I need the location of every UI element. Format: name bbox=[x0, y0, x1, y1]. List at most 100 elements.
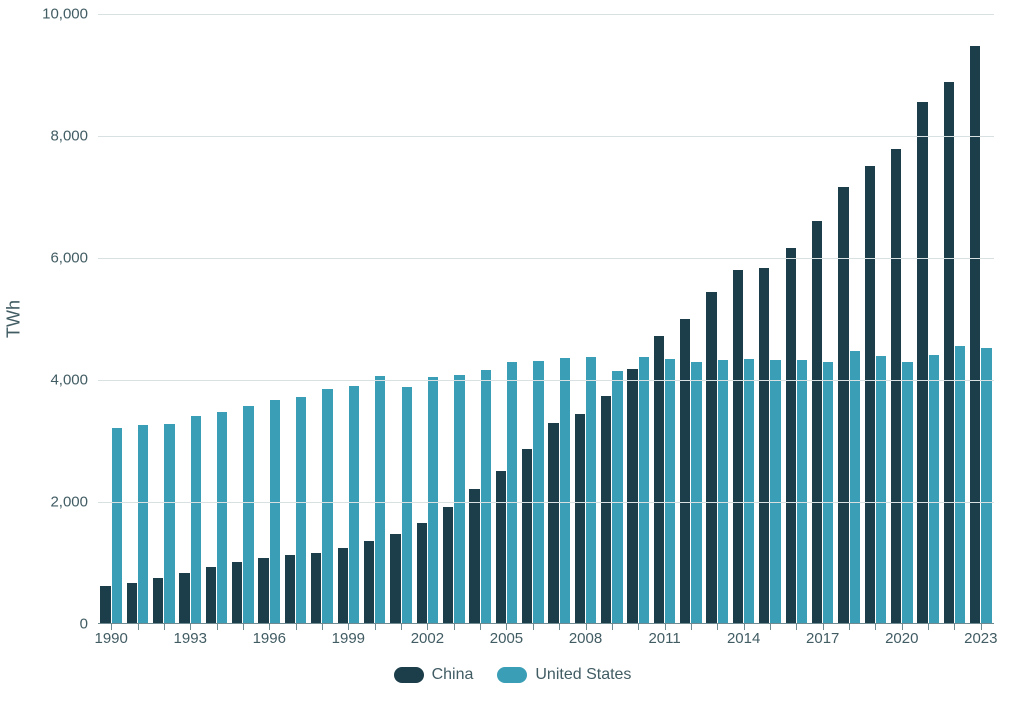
bar-china bbox=[601, 396, 611, 624]
bar-china bbox=[100, 586, 110, 624]
x-tick-label: 2023 bbox=[964, 624, 997, 647]
bar-group bbox=[730, 14, 756, 624]
bar-china bbox=[179, 573, 189, 624]
bar-united-states bbox=[164, 424, 174, 624]
bar-united-states bbox=[191, 416, 201, 624]
bar-group bbox=[177, 14, 203, 624]
bar-group bbox=[335, 14, 361, 624]
bar-united-states bbox=[586, 357, 596, 624]
bar-china bbox=[232, 562, 242, 624]
x-axis-line bbox=[98, 623, 994, 624]
bar-united-states bbox=[138, 425, 148, 624]
bar-group bbox=[520, 14, 546, 624]
gridline bbox=[98, 14, 994, 15]
bar-united-states bbox=[375, 376, 385, 624]
bar-group bbox=[678, 14, 704, 624]
bar-china bbox=[548, 423, 558, 624]
bar-group bbox=[441, 14, 467, 624]
electricity-generation-chart: 02,0004,0006,0008,00010,0001990199319961… bbox=[0, 0, 1025, 702]
x-tick-label: 2005 bbox=[490, 624, 523, 647]
bar-china bbox=[285, 555, 295, 624]
bar-china bbox=[443, 507, 453, 624]
x-tick-mark bbox=[217, 624, 218, 630]
bar-united-states bbox=[481, 370, 491, 624]
bar-china bbox=[891, 149, 901, 624]
x-tick-mark bbox=[717, 624, 718, 630]
bar-group bbox=[203, 14, 229, 624]
x-tick-mark bbox=[691, 624, 692, 630]
gridline bbox=[98, 136, 994, 137]
legend-swatch bbox=[497, 667, 527, 683]
x-tick-label: 2020 bbox=[885, 624, 918, 647]
bar-united-states bbox=[454, 375, 464, 624]
bar-china bbox=[733, 270, 743, 624]
x-tick-label: 2002 bbox=[411, 624, 444, 647]
bar-united-states bbox=[850, 351, 860, 624]
bar-china bbox=[706, 292, 716, 624]
bar-group bbox=[862, 14, 888, 624]
bar-china bbox=[575, 414, 585, 624]
bar-group bbox=[256, 14, 282, 624]
bar-united-states bbox=[955, 346, 965, 624]
y-tick-label: 8,000 bbox=[50, 128, 98, 145]
bar-group bbox=[230, 14, 256, 624]
bar-china bbox=[417, 523, 427, 624]
bar-united-states bbox=[322, 389, 332, 624]
legend-label: United States bbox=[535, 666, 631, 684]
plot-area: 02,0004,0006,0008,00010,0001990199319961… bbox=[98, 14, 994, 624]
bar-group bbox=[625, 14, 651, 624]
x-tick-label: 2008 bbox=[569, 624, 602, 647]
bar-china bbox=[338, 548, 348, 624]
bar-china bbox=[390, 534, 400, 624]
bar-group bbox=[151, 14, 177, 624]
bar-united-states bbox=[402, 387, 412, 624]
bar-group bbox=[889, 14, 915, 624]
bar-group bbox=[810, 14, 836, 624]
gridline bbox=[98, 258, 994, 259]
bar-china bbox=[364, 541, 374, 624]
x-tick-mark bbox=[770, 624, 771, 630]
bar-china bbox=[759, 268, 769, 624]
bar-united-states bbox=[560, 358, 570, 624]
bar-china bbox=[680, 319, 690, 624]
bar-united-states bbox=[981, 348, 991, 624]
y-tick-label: 10,000 bbox=[42, 6, 98, 23]
bar-united-states bbox=[533, 361, 543, 624]
bar-united-states bbox=[507, 362, 517, 624]
bars-layer bbox=[98, 14, 994, 624]
bar-china bbox=[496, 471, 506, 624]
bar-united-states bbox=[770, 360, 780, 624]
bar-group bbox=[467, 14, 493, 624]
bar-group bbox=[414, 14, 440, 624]
y-tick-label: 6,000 bbox=[50, 250, 98, 267]
x-tick-label: 2014 bbox=[727, 624, 760, 647]
bar-china bbox=[469, 489, 479, 624]
bar-united-states bbox=[902, 362, 912, 624]
bar-group bbox=[572, 14, 598, 624]
bar-china bbox=[311, 553, 321, 624]
bar-china bbox=[917, 102, 927, 624]
x-tick-mark bbox=[559, 624, 560, 630]
y-tick-label: 2,000 bbox=[50, 494, 98, 511]
bar-china bbox=[838, 187, 848, 624]
bar-united-states bbox=[718, 360, 728, 624]
bar-group bbox=[915, 14, 941, 624]
bar-united-states bbox=[823, 362, 833, 624]
x-tick-mark bbox=[533, 624, 534, 630]
x-tick-label: 2011 bbox=[648, 624, 680, 647]
x-tick-mark bbox=[612, 624, 613, 630]
bar-united-states bbox=[270, 400, 280, 624]
bar-united-states bbox=[612, 371, 622, 624]
x-tick-label: 1993 bbox=[174, 624, 207, 647]
x-tick-mark bbox=[375, 624, 376, 630]
bar-group bbox=[282, 14, 308, 624]
x-tick-mark bbox=[164, 624, 165, 630]
x-tick-label: 1999 bbox=[332, 624, 365, 647]
bar-group bbox=[704, 14, 730, 624]
bar-china bbox=[153, 578, 163, 624]
bar-group bbox=[836, 14, 862, 624]
bar-united-states bbox=[665, 359, 675, 624]
bar-united-states bbox=[744, 359, 754, 624]
bar-united-states bbox=[639, 357, 649, 624]
x-tick-mark bbox=[638, 624, 639, 630]
